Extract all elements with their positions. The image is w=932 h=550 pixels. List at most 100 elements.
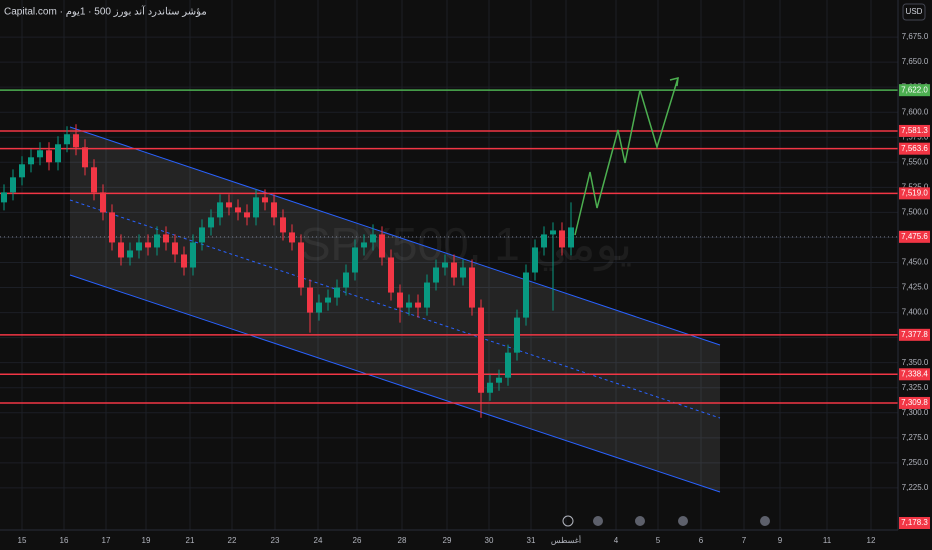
x-axis: 15 16 17 19 21 22 23 24 26 28 29 30 31 أغسطس 4 5 6 7 9 11 12 — [18, 534, 876, 545]
price-badge — [899, 142, 930, 155]
candle-body — [55, 144, 61, 163]
projection-path — [574, 77, 679, 236]
projection-arrow — [669, 77, 679, 87]
price-badge — [899, 84, 930, 97]
candle-body — [73, 134, 79, 148]
y-tick-label: 7,250.0 — [902, 458, 929, 467]
price-badge — [899, 368, 930, 381]
candle-body — [514, 317, 520, 353]
event-icons — [562, 515, 770, 527]
event-icon[interactable] — [678, 516, 688, 526]
candle-body — [397, 292, 403, 308]
candle-body — [352, 247, 358, 273]
levels — [0, 89, 898, 404]
price-badge-label: 7,563.6 — [901, 144, 928, 153]
x-tick-label: 22 — [228, 536, 237, 545]
candles — [1, 124, 574, 418]
x-tick-label: 9 — [778, 536, 783, 545]
candle-body — [244, 212, 250, 218]
price-badge-label: 7,309.8 — [901, 398, 928, 407]
candle-body — [289, 232, 295, 243]
x-tick-label: 23 — [271, 536, 280, 545]
candle-body — [325, 297, 331, 303]
candle-body — [370, 234, 376, 243]
candle-body — [253, 197, 259, 218]
currency-button[interactable] — [902, 3, 926, 21]
candle-body — [532, 247, 538, 273]
candle-body — [190, 242, 196, 268]
x-tick-label: 28 — [398, 536, 407, 545]
candle-body — [523, 272, 529, 318]
candle-body — [91, 167, 97, 193]
candle-body — [136, 242, 142, 251]
candle-body — [442, 262, 448, 268]
y-tick-label: 7,550.0 — [902, 157, 929, 166]
y-tick-label: 7,425.0 — [902, 283, 929, 292]
y-tick-label: 7,350.0 — [902, 358, 929, 367]
candle-body — [550, 230, 556, 235]
x-tick-label: 21 — [186, 536, 195, 545]
candle-body — [64, 134, 70, 145]
candle-body — [82, 147, 88, 168]
price-badge — [899, 187, 930, 200]
price-badge — [899, 230, 930, 243]
grid — [0, 0, 898, 530]
candle-body — [478, 307, 484, 393]
candle-body — [568, 227, 574, 248]
x-tick-label: 15 — [18, 536, 27, 545]
x-tick-label: 31 — [527, 536, 536, 545]
candle-body — [433, 267, 439, 283]
candle-body — [307, 287, 313, 313]
price-badge-label: 7,475.6 — [901, 232, 928, 241]
y-tick-label: 7,275.0 — [902, 433, 929, 442]
candle-body — [172, 242, 178, 255]
channel-lower — [69, 274, 721, 493]
price-badge-label: 7,377.8 — [901, 330, 928, 339]
candle-body — [199, 227, 205, 243]
candle-body — [460, 267, 466, 278]
source-title: Capital.com · مؤشر ستاندرد آند بورز 500 … — [4, 5, 207, 18]
price-badge-label: 7,581.3 — [901, 126, 928, 135]
candle-body — [127, 250, 133, 258]
candle-body — [109, 212, 115, 243]
event-icon[interactable] — [760, 516, 770, 526]
y-tick-label: 7,500.0 — [902, 208, 929, 217]
candle-body — [559, 230, 565, 248]
event-icon[interactable] — [562, 515, 574, 527]
x-tick-label: 12 — [867, 536, 876, 545]
x-tick-label: 30 — [485, 536, 494, 545]
candle-body — [487, 382, 493, 393]
candle-body — [1, 192, 7, 203]
candle-body — [505, 352, 511, 378]
x-tick-label: 24 — [314, 536, 323, 545]
candle-body — [37, 150, 43, 158]
x-tick-label: 26 — [353, 536, 362, 545]
candle-body — [361, 242, 367, 248]
candle-body — [28, 157, 34, 165]
candle-body — [316, 302, 322, 313]
x-tick-label: 4 — [614, 536, 619, 545]
candle-body — [280, 217, 286, 233]
candle-body — [343, 272, 349, 288]
price-badge-label: 7,178.3 — [901, 518, 928, 527]
event-icon[interactable] — [635, 516, 645, 526]
y-tick-label: 7,400.0 — [902, 308, 929, 317]
y-tick-label: 7,525.0 — [902, 182, 929, 191]
candle-body — [451, 262, 457, 278]
candle-body — [181, 254, 187, 268]
x-tick-label: 7 — [742, 536, 747, 545]
y-tick-label: 7,325.0 — [902, 383, 929, 392]
candle-body — [541, 234, 547, 248]
channel-mid — [69, 199, 721, 419]
y-tick-label: 7,300.0 — [902, 408, 929, 417]
price-badge-label: 7,519.0 — [901, 188, 928, 197]
currency[interactable]: USD — [906, 7, 923, 16]
candle-body — [379, 234, 385, 258]
x-tick-label: 19 — [142, 536, 151, 545]
event-icon[interactable] — [593, 516, 603, 526]
candle-body — [271, 202, 277, 218]
candle-body — [424, 282, 430, 308]
candle-body — [235, 207, 241, 213]
candle-body — [262, 197, 268, 203]
